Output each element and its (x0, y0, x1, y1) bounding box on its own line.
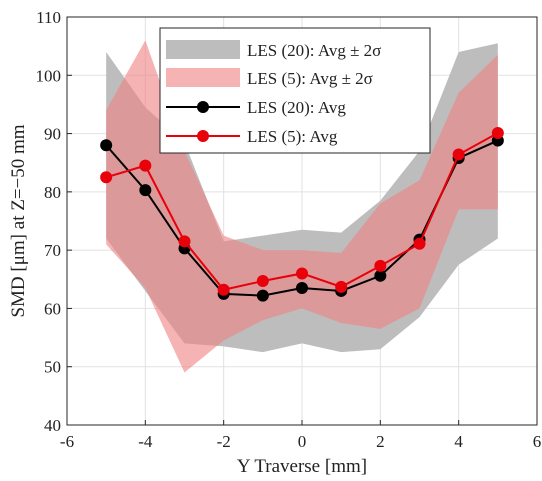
legend-label-les20-band: LES (20): Avg ± 2σ (247, 41, 381, 60)
legend-label-les5-line: LES (5): Avg (247, 127, 338, 146)
legend-swatch-les20-band (166, 40, 240, 59)
point-les5 (178, 235, 191, 248)
point-les5 (335, 280, 348, 293)
x-tick-label: -6 (60, 432, 74, 451)
legend-marker-les20 (197, 101, 209, 113)
y-tick-label: 50 (44, 358, 61, 377)
legend-label-les5-band: LES (5): Avg ± 2σ (247, 69, 373, 88)
y-tick-label: 60 (44, 299, 61, 318)
confidence-bands (106, 40, 498, 373)
point-les5 (256, 275, 269, 288)
x-tick-label: 4 (454, 432, 463, 451)
point-les20 (374, 269, 387, 282)
x-axis-title: Y Traverse [mm] (237, 456, 367, 477)
point-les5 (100, 171, 113, 184)
y-tick-label: 40 (44, 416, 61, 435)
point-les5 (374, 259, 387, 272)
y-tick-label: 70 (44, 241, 61, 260)
x-tick-label: -4 (138, 432, 153, 451)
point-les20 (296, 282, 308, 295)
point-les20 (256, 289, 269, 302)
point-les5 (296, 267, 308, 280)
legend-marker-les5 (197, 130, 209, 142)
y-tick-label: 80 (44, 183, 61, 202)
point-les5 (452, 148, 465, 161)
x-tick-label: -2 (217, 432, 231, 451)
legend-label-les20-line: LES (20): Avg (247, 98, 346, 117)
point-les20 (139, 184, 152, 197)
x-tick-label: 6 (533, 432, 542, 451)
y-tick-label: 100 (36, 66, 62, 85)
legend: LES (20): Avg ± 2σ LES (5): Avg ± 2σ LES… (159, 27, 431, 154)
point-les5 (217, 283, 230, 296)
point-les5 (491, 126, 504, 139)
band-les5 (106, 40, 498, 373)
point-les5 (139, 159, 152, 172)
x-tick-label: 2 (376, 432, 385, 451)
point-les5 (413, 237, 426, 250)
average-lines (100, 126, 504, 302)
point-les20 (100, 139, 113, 152)
axis-ticks: -6 -4 -2 0 2 4 6 40 50 60 70 80 90 100 110 (36, 8, 542, 451)
y-tick-label: 90 (44, 125, 61, 144)
x-tick-label: 0 (298, 432, 307, 451)
legend-swatch-les5-band (166, 68, 240, 87)
y-axis-title: SMD [μm] at Z=−50 mm (8, 124, 29, 317)
y-tick-label: 110 (36, 8, 61, 27)
